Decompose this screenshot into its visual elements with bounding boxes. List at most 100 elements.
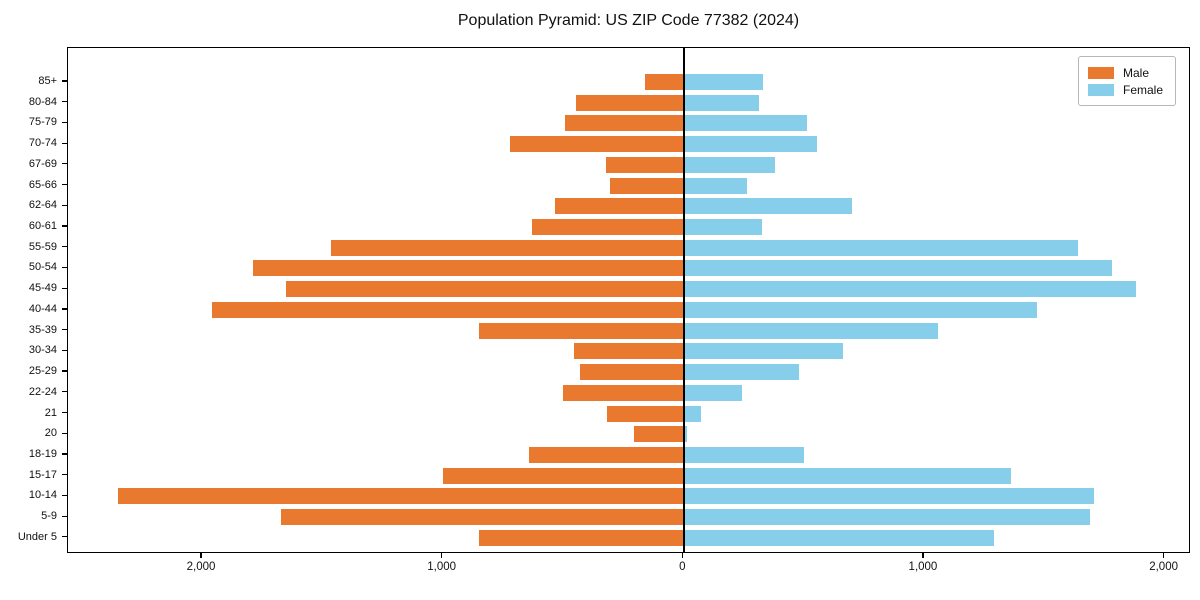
x-tick-label: 1,000 [427,561,457,573]
bar-male-40-44 [211,301,684,318]
legend-entry-female: Female [1087,81,1163,98]
y-tick-label-40-44: 40-44 [28,302,57,315]
bar-female-80-84 [683,94,760,111]
y-tick-label-22-24: 22-24 [28,385,57,398]
legend-label-male: Male [1122,65,1149,80]
bar-female-under-5 [683,529,994,546]
x-tick-mark [1163,553,1165,558]
bar-male-35-39 [478,322,684,339]
bar-male-60-61 [531,219,684,236]
x-tick-label: 2,000 [186,561,216,573]
y-tick-mark [62,225,67,227]
bar-female-62-64 [683,198,852,215]
y-tick-label-10-14: 10-14 [28,489,57,502]
y-tick-mark [62,163,67,165]
y-tick-mark [62,287,67,289]
bar-female-65-66 [683,177,748,194]
y-tick-mark [62,474,67,476]
bar-female-30-34 [683,343,844,360]
bar-male-22-24 [562,384,684,401]
y-tick-mark [62,80,67,82]
y-tick-label-50-54: 50-54 [28,261,57,274]
bar-male-10-14 [117,488,684,505]
y-tick-label-75-79: 75-79 [28,116,57,129]
y-tick-mark [62,536,67,538]
bar-male-50-54 [252,260,684,277]
y-tick-label-70-74: 70-74 [28,137,57,150]
y-tick-label-under-5: Under 5 [17,530,57,543]
bar-female-67-69 [683,156,775,173]
legend-entry-male: Male [1087,64,1163,81]
male-swatch-icon [1087,66,1114,79]
y-tick-mark [62,184,67,186]
bar-female-25-29 [683,364,799,381]
bar-male-65-66 [609,177,684,194]
y-tick-label-55-59: 55-59 [28,240,57,253]
bar-male-15-17 [442,467,684,484]
y-tick-mark [62,515,67,517]
x-tick-label: 1,000 [908,561,938,573]
y-tick-label-20: 20 [44,427,57,440]
y-tick-mark [62,142,67,144]
bar-female-45-49 [683,281,1136,298]
y-tick-label-80-84: 80-84 [28,95,57,108]
y-tick-mark [62,204,67,206]
bar-female-40-44 [683,301,1038,318]
y-tick-label-18-19: 18-19 [28,447,57,460]
x-tick-mark [681,553,683,558]
bar-female-70-74 [683,136,817,153]
y-tick-label-65-66: 65-66 [28,178,57,191]
bar-male-5-9 [281,509,684,526]
y-tick-mark [62,411,67,414]
bar-female-18-19 [683,446,804,463]
bar-male-20 [633,426,684,443]
bar-female-22-24 [683,384,743,401]
bar-male-under-5 [478,529,684,546]
bar-male-21 [607,405,684,422]
bar-female-60-61 [683,219,762,236]
x-tick-label: 2,000 [1149,561,1178,573]
y-tick-mark [62,432,67,434]
y-tick-mark [62,121,67,124]
x-tick-label: 0 [679,561,686,573]
y-tick-label-85+: 85+ [38,75,57,87]
bar-female-10-14 [683,488,1094,505]
bar-male-45-49 [286,281,684,298]
bar-female-15-17 [683,467,1011,484]
y-tick-label-62-64: 62-64 [28,199,57,212]
bar-male-75-79 [565,115,684,132]
bar-female-21 [683,405,702,422]
y-tick-label-35-39: 35-39 [28,323,57,336]
y-tick-mark [62,370,67,372]
bar-female-55-59 [683,239,1078,256]
y-tick-mark [62,266,67,269]
bar-male-55-59 [330,239,684,256]
y-tick-mark [62,329,67,331]
legend-label-female: Female [1122,82,1163,97]
y-tick-label-25-29: 25-29 [28,365,57,378]
bar-female-35-39 [683,322,939,339]
y-tick-label-21: 21 [44,406,57,419]
bar-male-30-34 [573,343,684,360]
y-tick-label-60-61: 60-61 [28,220,57,233]
legend: Male Female [1077,56,1176,106]
female-swatch-icon [1087,83,1114,96]
bar-male-25-29 [579,364,684,381]
y-tick-mark [62,101,67,103]
bar-male-85+ [644,74,684,90]
y-tick-label-15-17: 15-17 [28,468,57,481]
x-tick-mark [922,553,924,558]
bar-male-70-74 [510,136,684,153]
x-tick-mark [441,553,443,558]
plot-area: Male Female [67,47,1190,553]
y-tick-mark [62,308,67,310]
bar-female-5-9 [683,509,1090,526]
y-tick-label-5-9: 5-9 [41,510,57,523]
chart-title: Population Pyramid: US ZIP Code 77382 (2… [457,12,800,29]
y-tick-label-45-49: 45-49 [28,282,57,295]
y-tick-label-30-34: 30-34 [28,344,57,357]
bar-female-50-54 [683,260,1112,277]
bar-female-20 [683,426,687,443]
bar-female-75-79 [683,115,808,132]
